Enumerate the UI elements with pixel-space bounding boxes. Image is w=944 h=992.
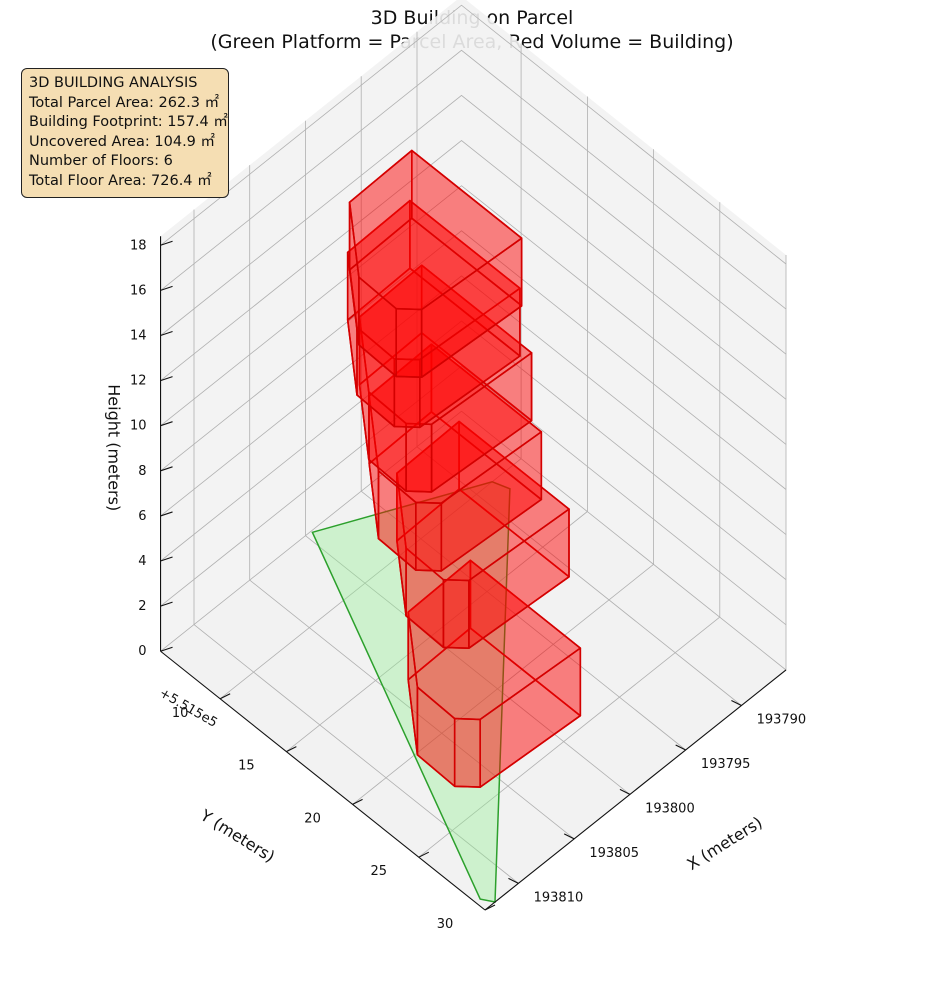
floor-side-face [405,422,433,493]
y-tick [286,746,297,753]
z-tick-label: 6 [138,509,146,524]
info-line-footprint: Building Footprint: 157.4 ㎡ [29,114,228,130]
floor-top-face [396,420,570,582]
x-tick-label: 193805 [589,846,639,861]
x-tick-label: 193795 [701,757,751,772]
z-tick-label: 2 [138,599,146,614]
z-tick-label: 12 [130,374,147,389]
z-tick-label: 14 [130,328,147,343]
x-tick-label: 193800 [645,801,695,816]
gridline-z [160,230,787,490]
x-tick [675,744,686,751]
y-axis-offset-label: +5.515e5 [157,686,220,731]
info-line-floors: Number of Floors: 6 [29,153,173,169]
y-tick [219,693,231,700]
axis-gridlines [160,4,787,911]
x-tick [563,833,575,840]
parcel-platform [311,481,511,903]
z-tick-label: 8 [138,464,146,479]
gridline-z [160,49,787,310]
floor-side-face [442,578,470,650]
gridline-z [160,139,787,400]
z-tick [160,646,173,652]
x-tick [619,788,631,795]
back-wall-x-pane [461,0,786,670]
z-tick [160,556,173,562]
floor-top-face [407,559,582,721]
y-axis-label: Y (meters) [196,805,278,866]
building-floor-3 [368,343,543,572]
z-tick-label: 10 [130,419,147,434]
x-tick [731,700,742,707]
z-tick-label: 18 [130,238,147,253]
floor-side-face [414,501,443,572]
y-tick-label: 20 [304,811,321,826]
info-line-uncovered: Uncovered Area: 104.9 ㎡ [29,133,216,150]
building-floor-6 [348,149,523,379]
back-wall-y-pane [160,0,462,652]
gridline-z [160,185,787,445]
gridline-z [160,4,787,265]
info-heading: 3D BUILDING ANALYSIS [29,75,198,91]
y-axis-line [160,650,486,911]
y-tick-label: 10 [172,706,189,721]
floor-pane [160,411,787,910]
z-tick [160,285,173,291]
floor-top-face [346,199,521,361]
analysis-info-box: 3D BUILDING ANALYSIS Total Parcel Area: … [21,68,229,198]
z-tick-label: 4 [138,554,146,569]
y-tick [352,798,363,805]
z-axis-label: Height (meters) [105,384,124,511]
z-tick [160,511,173,517]
z-tick-label: 0 [138,644,146,659]
axis-panes [160,0,787,910]
z-tick [160,466,173,472]
floor-top-face [348,149,523,311]
z-tick [160,240,173,246]
x-axis-line [484,669,787,911]
gridline-z [160,320,787,581]
x-axis-label: X (meters) [684,813,766,874]
y-tick [484,904,496,911]
x-tick-label: 193810 [534,890,584,905]
floor-side-face [453,717,482,788]
y-tick-label: 30 [437,917,454,932]
y-tick-label: 15 [238,759,255,774]
gridline-z [160,410,787,671]
z-tick [160,421,173,427]
x-tick-label: 193790 [757,713,807,728]
z-tick [160,601,173,607]
gridline-z [160,365,787,626]
info-line-parcel-area: Total Parcel Area: 262.3 ㎡ [29,94,220,111]
building-floor-1 [407,559,582,788]
building-floor-4 [358,264,533,493]
z-tick [160,376,173,382]
info-line-floor-area: Total Floor Area: 726.4 ㎡ [29,172,212,189]
gridline-z [160,94,787,355]
floor-side-face [395,307,423,379]
y-tick [418,851,430,858]
y-tick-label: 25 [371,864,388,879]
z-tick [160,330,173,337]
z-tick-label: 16 [130,283,147,298]
plot-data [311,149,582,903]
building-floor-2 [396,420,570,650]
x-tick [508,877,519,884]
gridline-z [160,275,787,535]
